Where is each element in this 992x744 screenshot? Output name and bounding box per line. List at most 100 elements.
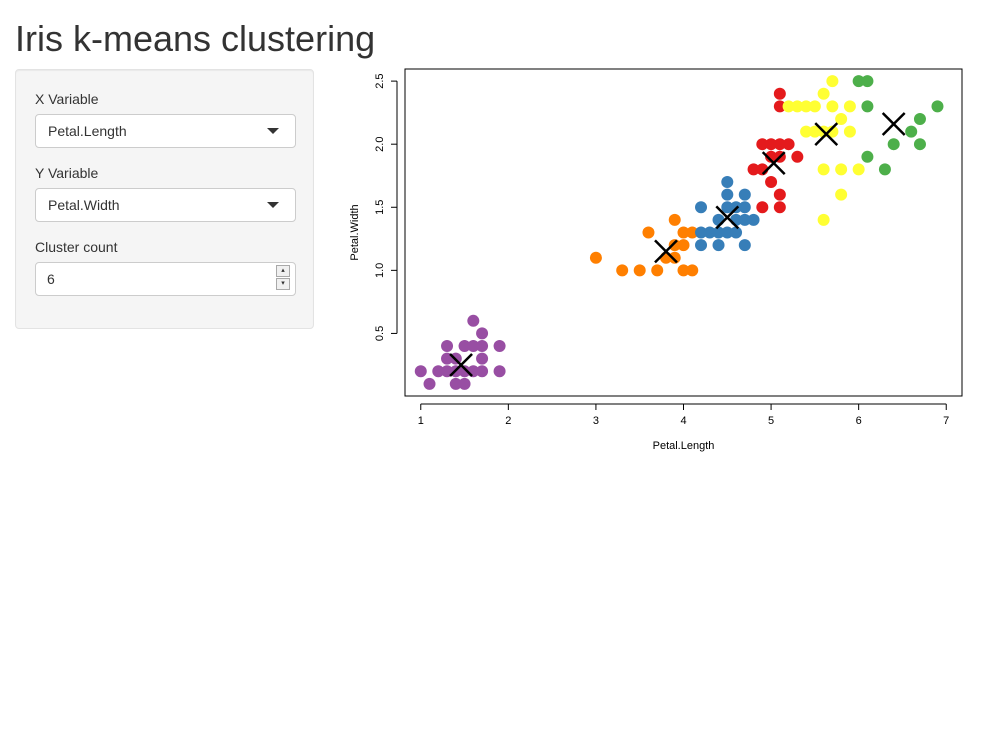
x-variable-value: Petal.Length	[48, 123, 127, 139]
data-point	[765, 150, 778, 163]
data-point	[861, 75, 874, 88]
data-point	[808, 125, 821, 138]
data-point	[773, 201, 786, 214]
cluster-count-stepper: ▴ ▾	[276, 265, 290, 291]
data-point	[642, 226, 655, 239]
scatter-plot-svg: 1 2 3 4 5 6 7 0.5 1.0 1.5 2.0 2.5 Petal.Length Peta…	[349, 68, 963, 452]
cluster-count-input[interactable]	[47, 269, 247, 289]
plot-frame	[404, 68, 963, 397]
data-point	[432, 365, 445, 378]
data-point	[589, 251, 602, 264]
data-point	[826, 75, 839, 88]
data-point	[493, 365, 506, 378]
y-axis-label: Petal.Width	[349, 204, 361, 260]
data-point	[616, 264, 629, 277]
data-point	[476, 340, 489, 353]
y-tick-label: 1.5	[374, 200, 386, 215]
page-title: Iris k-means clustering	[15, 18, 376, 59]
data-point	[493, 340, 506, 353]
data-point	[808, 100, 821, 113]
data-point	[817, 213, 830, 226]
cluster-center-marker	[449, 353, 473, 377]
data-point	[756, 138, 769, 151]
data-point	[738, 188, 751, 201]
data-point	[852, 75, 865, 88]
data-point	[467, 314, 480, 327]
data-point	[730, 226, 743, 239]
data-point	[721, 201, 734, 214]
x-variable-select[interactable]: Petal.Length	[35, 114, 296, 148]
stepper-up-button[interactable]: ▴	[276, 265, 290, 277]
x-variable-label: X Variable	[35, 91, 99, 107]
data-point	[800, 100, 813, 113]
data-point	[835, 112, 848, 125]
y-variable-select[interactable]: Petal.Width	[35, 188, 296, 222]
x-tick-label: 7	[943, 415, 949, 427]
data-point	[633, 264, 646, 277]
data-point	[782, 100, 795, 113]
data-point	[414, 365, 427, 378]
data-point	[668, 213, 681, 226]
data-point	[773, 87, 786, 100]
cluster-center-marker	[654, 239, 678, 264]
data-point	[800, 125, 813, 138]
data-point	[791, 150, 804, 163]
data-point	[695, 226, 708, 239]
data-point	[817, 87, 830, 100]
data-point	[835, 163, 848, 176]
chevron-down-icon	[267, 202, 279, 208]
y-tick-label: 2.0	[374, 137, 386, 152]
data-point	[695, 239, 708, 252]
x-tick-label: 3	[593, 415, 599, 427]
data-point	[773, 188, 786, 201]
data-point	[686, 226, 699, 239]
cluster-count-label: Cluster count	[35, 239, 118, 255]
y-variable-value: Petal.Width	[48, 197, 120, 213]
data-point	[913, 112, 926, 125]
data-point	[791, 100, 804, 113]
y-tick-label: 0.5	[374, 326, 386, 341]
data-point	[668, 251, 681, 264]
data-point	[817, 163, 830, 176]
data-point	[747, 213, 760, 226]
y-variable-label: Y Variable	[35, 165, 99, 181]
data-point	[765, 176, 778, 189]
data-point	[651, 264, 664, 277]
data-point	[458, 340, 471, 353]
scatter-plot: 1 2 3 4 5 6 7 0.5 1.0 1.5 2.0 2.5 Petal.Length Peta…	[340, 60, 970, 460]
data-point	[668, 239, 681, 252]
data-point	[843, 125, 856, 138]
data-point	[905, 125, 918, 138]
data-point	[773, 138, 786, 151]
data-point	[861, 100, 874, 113]
data-point	[826, 100, 839, 113]
cluster-center-marker	[814, 122, 839, 146]
x-axis-label: Petal.Length	[653, 440, 715, 452]
data-point	[712, 213, 725, 226]
data-point	[931, 100, 944, 113]
sidebar-panel: X Variable Petal.Length Y Variable Petal…	[15, 69, 314, 329]
data-point	[476, 352, 489, 365]
data-point	[695, 201, 708, 214]
data-point	[458, 377, 471, 390]
x-tick-label: 5	[768, 415, 774, 427]
data-point	[686, 264, 699, 277]
data-point	[747, 163, 760, 176]
data-point	[756, 201, 769, 214]
data-point	[449, 377, 462, 390]
data-point	[738, 213, 751, 226]
data-point	[712, 226, 725, 239]
data-point	[721, 176, 734, 189]
data-point	[835, 188, 848, 201]
data-point	[703, 226, 716, 239]
cluster-center-marker	[881, 112, 906, 136]
data-point	[467, 340, 480, 353]
data-point	[887, 138, 900, 151]
data-point	[861, 150, 874, 163]
data-point	[721, 188, 734, 201]
cluster-center-marker	[761, 151, 786, 175]
data-point	[677, 239, 690, 252]
chevron-down-icon	[267, 128, 279, 134]
x-tick-label: 4	[680, 415, 686, 427]
stepper-down-button[interactable]: ▾	[276, 278, 290, 290]
